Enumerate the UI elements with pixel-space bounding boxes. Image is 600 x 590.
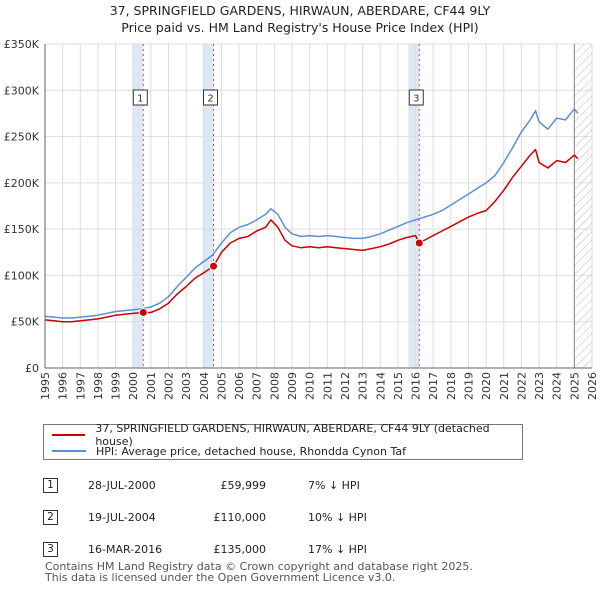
x-tick-label: 2010 <box>304 372 317 400</box>
transaction-row: 2 19-JUL-2004 £110,000 10% ↓ HPI <box>0 506 600 530</box>
legend-swatch-hpi <box>52 450 86 452</box>
sale-number-label: 2 <box>207 94 213 105</box>
transaction-number: 3 <box>43 542 58 557</box>
legend: 37, SPRINGFIELD GARDENS, HIRWAUN, ABERDA… <box>43 422 523 460</box>
legend-item-hpi: HPI: Average price, detached house, Rhon… <box>52 444 406 458</box>
x-tick-label: 2016 <box>410 372 423 400</box>
x-tick-label: 2007 <box>251 372 264 400</box>
x-tick-label: 1997 <box>74 372 87 400</box>
sale-shade-band <box>202 44 214 368</box>
sale-number-box <box>132 89 148 106</box>
chart-title: 37, SPRINGFIELD GARDENS, HIRWAUN, ABERDA… <box>109 3 491 18</box>
footer-copyright: Contains HM Land Registry data © Crown c… <box>45 560 473 573</box>
x-tick-label: 2024 <box>551 372 564 400</box>
x-tick-label: 2023 <box>533 372 546 400</box>
y-tick-label: £250K <box>4 131 40 144</box>
y-tick-label: £100K <box>4 269 40 282</box>
sale-shade-band <box>408 44 420 368</box>
x-tick-label: 1998 <box>92 372 105 400</box>
sale-point <box>138 307 148 317</box>
price-chart: 1 2 3 £0 £50K £100K £150K £200K £250K £300K £350K… <box>4 38 599 400</box>
transaction-price: £59,999 <box>220 479 267 492</box>
sale-number-label: 1 <box>137 94 143 105</box>
x-tick-label: 2003 <box>180 372 193 400</box>
sale-point <box>414 238 424 248</box>
x-tick-label: 2004 <box>198 372 211 400</box>
transaction-hpi-diff: 10% ↓ HPI <box>308 511 367 524</box>
x-tick-label: 2014 <box>374 372 387 400</box>
x-tick-label: 2025 <box>568 372 581 400</box>
x-tick-label: 2026 <box>586 372 599 400</box>
x-tick-label: 2021 <box>498 372 511 400</box>
y-tick-label: £50K <box>11 316 40 329</box>
x-tick-label: 2009 <box>286 372 299 400</box>
forecast-hatch <box>574 44 592 368</box>
transaction-date: 28-JUL-2000 <box>88 479 156 492</box>
transaction-row: 1 28-JUL-2000 £59,999 7% ↓ HPI <box>0 474 600 498</box>
hpi-line <box>44 108 579 319</box>
transaction-row: 3 16-MAR-2016 £135,000 17% ↓ HPI <box>0 538 600 562</box>
transaction-number: 2 <box>43 510 58 525</box>
x-tick-label: 2006 <box>233 372 246 400</box>
legend-label-property: 37, SPRINGFIELD GARDENS, HIRWAUN, ABERDA… <box>95 422 490 448</box>
x-tick-label: 2022 <box>515 372 528 400</box>
transaction-number: 1 <box>43 478 58 493</box>
legend-label-hpi: HPI: Average price, detached house, Rhon… <box>96 444 407 458</box>
sale-shade-band <box>132 44 144 368</box>
transaction-date: 19-JUL-2004 <box>88 511 156 524</box>
legend-swatch-property <box>52 434 86 436</box>
x-tick-label: 2020 <box>480 372 493 400</box>
legend-item-property: 37, SPRINGFIELD GARDENS, HIRWAUN, ABERDA… <box>52 422 522 448</box>
transaction-hpi-diff: 7% ↓ HPI <box>308 479 360 492</box>
x-tick-label: 2019 <box>462 372 475 400</box>
x-tick-label: 2018 <box>445 372 458 400</box>
footer-licence: This data is licensed under the Open Gov… <box>45 571 396 584</box>
y-tick-label: £350K <box>4 38 40 51</box>
x-tick-label: 2000 <box>127 372 140 400</box>
x-tick-label: 2015 <box>392 372 405 400</box>
sale-number-label: 3 <box>413 94 419 105</box>
sale-number-box <box>408 89 424 106</box>
x-tick-label: 2002 <box>163 372 176 400</box>
x-tick-label: 2012 <box>339 372 352 400</box>
x-tick-label: 1996 <box>57 372 70 400</box>
x-tick-label: 2013 <box>357 372 370 400</box>
x-tick-label: 1995 <box>39 372 52 400</box>
y-tick-label: £150K <box>4 223 40 236</box>
x-tick-label: 2008 <box>268 372 281 400</box>
y-tick-label: £300K <box>4 84 40 97</box>
x-tick-label: 2005 <box>215 372 228 400</box>
y-tick-label: £200K <box>4 177 40 190</box>
y-tick-label: £0 <box>25 362 39 375</box>
x-tick-label: 2011 <box>321 372 334 400</box>
x-tick-label: 2001 <box>145 372 158 400</box>
footer: Contains HM Land Registry data © Crown c… <box>45 561 473 583</box>
chart-subtitle: Price paid vs. HM Land Registry's House … <box>121 20 479 35</box>
transaction-hpi-diff: 17% ↓ HPI <box>308 543 367 556</box>
sale-point <box>209 261 219 271</box>
transaction-date: 16-MAR-2016 <box>88 543 163 556</box>
x-tick-label: 2017 <box>427 372 440 400</box>
transaction-price: £135,000 <box>213 543 267 556</box>
x-tick-label: 1999 <box>110 372 123 400</box>
sale-number-box <box>203 89 219 106</box>
transaction-price: £110,000 <box>213 511 267 524</box>
